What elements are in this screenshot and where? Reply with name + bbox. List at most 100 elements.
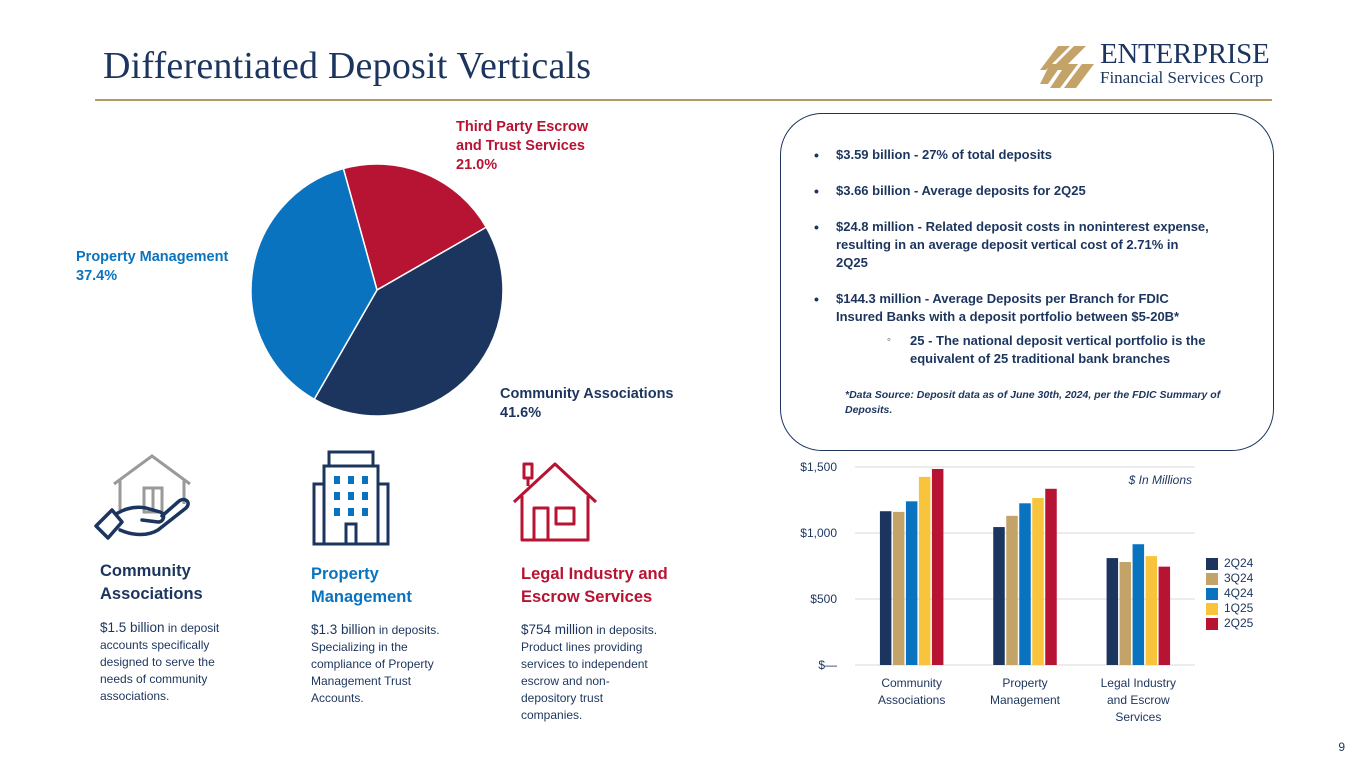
bar-3q24-0: [892, 511, 905, 665]
fact-bullet: • $144.3 million - Average Deposits per …: [814, 290, 1256, 326]
y-tick-label: $500: [810, 592, 837, 606]
legend-swatch: [1206, 573, 1218, 585]
hand-house-icon: [94, 454, 191, 540]
legend-item-4q24: 4Q24: [1206, 586, 1253, 601]
page-title: Differentiated Deposit Verticals: [103, 45, 592, 87]
fact-text: $3.66 billion - Average deposits for 2Q2…: [836, 183, 1086, 198]
fact-text: $3.59 billion - 27% of total deposits: [836, 147, 1052, 162]
legend-label: 2Q24: [1224, 556, 1254, 570]
legend-item-2q24: 2Q24: [1206, 556, 1253, 571]
deposits-by-vertical-bar-chart: $— $500 $1,000 $1,500 $ In Millions Community…: [800, 460, 1195, 724]
bar-4q24-2: [1132, 544, 1145, 665]
fact-sub-bullet: ◦ 25 - The national deposit vertical por…: [887, 332, 1205, 368]
pie-label-third-party-escrow: Third Party Escrow and Trust Services 21…: [456, 118, 588, 175]
vertical-desc-line: designed to serve the: [100, 655, 215, 669]
sub-bullet-text: equivalent of 25 traditional bank branch…: [910, 351, 1171, 366]
pie-label-property-management: Property Management 37.4%: [76, 248, 228, 286]
bar-2q25-2: [1158, 566, 1171, 665]
note-text: *Data Source: Deposit data as of June 30…: [845, 389, 1221, 401]
x-category-label: Community: [881, 676, 942, 690]
vertical-description-community-associations: $1.5 billion in deposit accounts specifi…: [100, 619, 275, 705]
bar-2q24-1: [993, 527, 1005, 665]
vertical-desc-line: Accounts.: [311, 691, 364, 705]
bar-4q24-1: [1019, 503, 1031, 665]
vertical-desc-line: compliance of Property: [311, 657, 434, 671]
bar-1q25-2: [1145, 556, 1158, 665]
logo-name: ENTERPRISE: [1100, 38, 1270, 70]
fact-text: $144.3 million - Average Deposits per Br…: [836, 291, 1169, 306]
bar-3q24-1: [1006, 515, 1018, 665]
x-category-label: Associations: [878, 693, 945, 707]
x-category-label: Management: [990, 693, 1061, 707]
x-category-label: Property: [1002, 676, 1047, 690]
vertical-amount: $1.3 billion: [311, 622, 376, 637]
vertical-title-line: Community: [100, 562, 191, 580]
bullet-dot-icon: •: [814, 219, 819, 235]
page-number: 9: [1338, 740, 1345, 754]
legend-label: 3Q24: [1224, 571, 1254, 585]
bullet-dot-icon: •: [814, 183, 819, 199]
legend-label: 1Q25: [1224, 601, 1254, 615]
pie-label-line: Third Party Escrow: [456, 119, 589, 135]
pie-label-line: Community Associations: [500, 386, 674, 402]
legend-label: 4Q24: [1224, 586, 1254, 600]
data-source-note: *Data Source: Deposit data as of June 30…: [845, 388, 1255, 418]
bar-1q25-0: [918, 476, 931, 665]
pie-label-line: and Trust Services: [456, 138, 585, 154]
vertical-title-line: Legal Industry and: [521, 565, 668, 583]
pie-label-community-associations: Community Associations 41.6%: [500, 385, 674, 423]
fact-text: $24.8 million - Related deposit costs in…: [836, 219, 1209, 234]
house-icon: [512, 462, 598, 542]
fact-bullet: • $24.8 million - Related deposit costs …: [814, 218, 1256, 272]
vertical-desc-line: needs of community: [100, 672, 208, 686]
bar-2q24-0: [879, 511, 892, 665]
vertical-title-line: Management: [311, 588, 412, 606]
vertical-title-community-associations: Community Associations: [100, 560, 203, 606]
vertical-desc-line: Specializing in the: [311, 640, 408, 654]
fact-text: Insured Banks with a deposit portfolio b…: [836, 309, 1180, 324]
pie-label-value: 37.4%: [76, 268, 118, 284]
vertical-desc-line: services to independent: [521, 657, 648, 671]
vertical-desc-line: in deposit: [167, 621, 220, 635]
sub-bullet-circle-icon: ◦: [887, 334, 891, 346]
legend-swatch: [1206, 603, 1218, 615]
legend-item-3q24: 3Q24: [1206, 571, 1253, 586]
office-building-icon: [312, 450, 390, 546]
note-text: Deposits.: [845, 404, 893, 416]
pie-label-value: 21.0%: [456, 157, 498, 173]
fact-bullet: • $3.59 billion - 27% of total deposits: [814, 146, 1256, 164]
pie-label-line: Property Management: [76, 249, 229, 265]
fact-bullet: • $3.66 billion - Average deposits for 2…: [814, 182, 1256, 200]
fact-text: resulting in an average deposit vertical…: [836, 237, 1179, 252]
vertical-description-legal-escrow: $754 million in deposits. Product lines …: [521, 621, 696, 724]
y-tick-label: $1,000: [800, 526, 837, 540]
bar-3q24-2: [1119, 562, 1132, 665]
bar-2q25-1: [1045, 488, 1057, 665]
pie-slice-property-management: [250, 167, 378, 401]
fact-text: 2Q25: [836, 255, 868, 270]
vertical-amount: $754 million: [521, 622, 594, 637]
y-tick-label: $1,500: [800, 460, 837, 474]
vertical-desc-line: depository trust: [521, 691, 604, 705]
legend-swatch: [1206, 618, 1218, 630]
legend-swatch: [1206, 558, 1218, 570]
legend-label: 2Q25: [1224, 616, 1254, 630]
bar-4q24-0: [905, 501, 918, 665]
bar-2q24-2: [1106, 558, 1119, 665]
legend-swatch: [1206, 588, 1218, 600]
vertical-desc-line: in deposits.: [378, 623, 440, 637]
x-category-label: Services: [1115, 710, 1161, 724]
bar-2q25-0: [931, 468, 944, 665]
vertical-desc-line: in deposits.: [596, 623, 658, 637]
pie-slice-third-party-escrow-and-trust-services: [342, 163, 488, 292]
logo-subtitle: Financial Services Corp: [1100, 68, 1264, 87]
vertical-desc-line: Product lines providing: [521, 640, 643, 654]
vertical-desc-line: Management Trust: [311, 674, 412, 688]
vertical-desc-line: escrow and non-: [521, 674, 610, 688]
vertical-title-legal-escrow: Legal Industry and Escrow Services: [521, 563, 668, 609]
bar-chart-legend: 2Q24 3Q24 4Q24 1Q25 2Q25: [1206, 556, 1253, 631]
title-divider: [95, 99, 1272, 101]
bullet-dot-icon: •: [814, 291, 819, 307]
vertical-amount: $1.5 billion: [100, 620, 165, 635]
logo-stripes-icon: [1040, 46, 1094, 88]
